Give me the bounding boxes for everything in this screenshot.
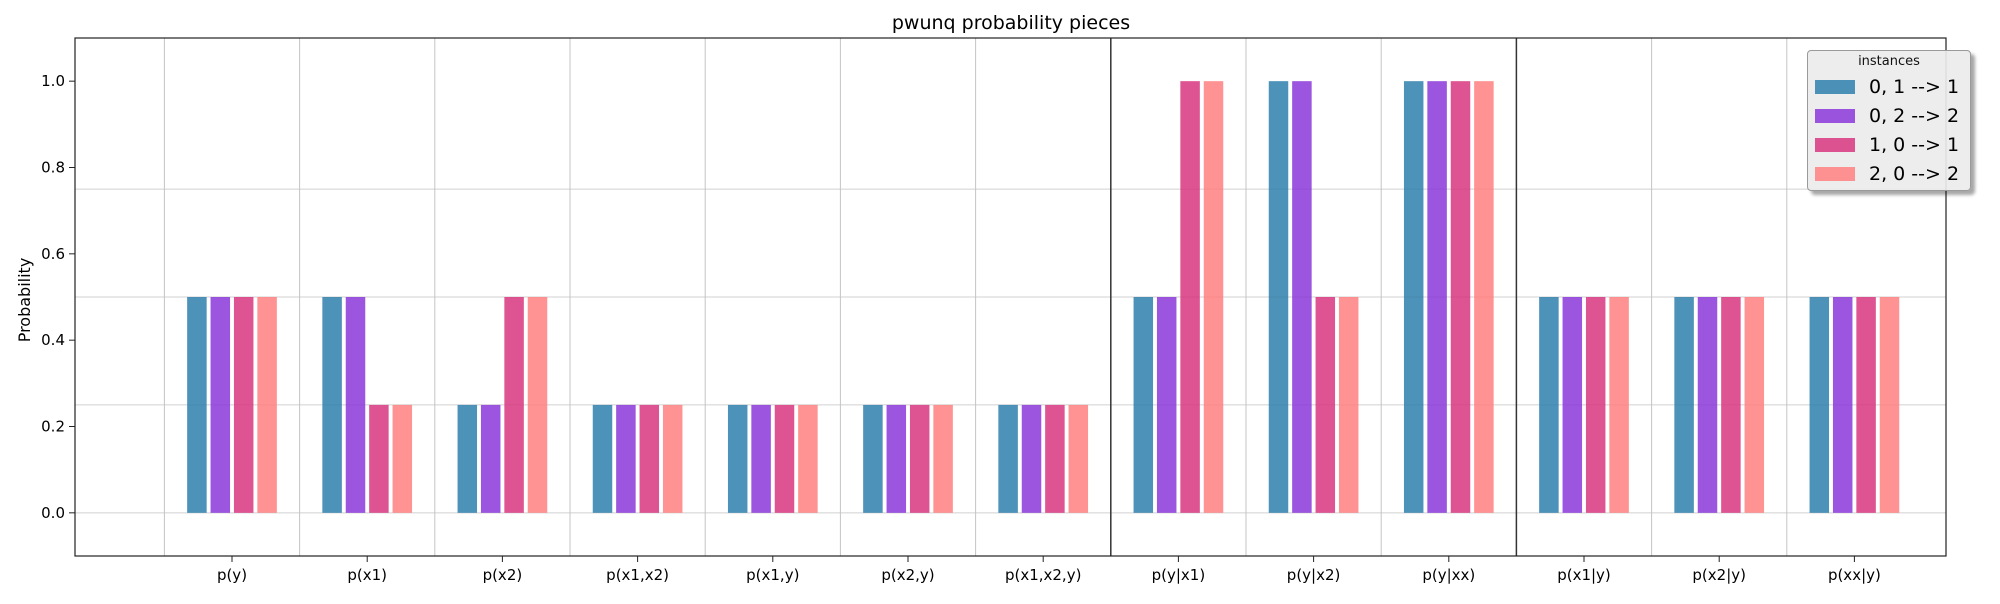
x-tick-label: p(x1|y): [1557, 566, 1611, 584]
x-tick-label: p(y|x1): [1152, 566, 1206, 584]
bar: [322, 297, 342, 513]
x-tick-label: p(y|x2): [1287, 566, 1341, 584]
bar: [1585, 297, 1606, 513]
bar: [616, 404, 636, 513]
bar: [1021, 404, 1042, 513]
bar: [457, 404, 478, 513]
chart-title: pwunq probability pieces: [892, 12, 1130, 34]
bar: [727, 404, 748, 513]
legend-swatch: [1815, 108, 1855, 123]
bar: [863, 404, 883, 513]
legend-item: 2, 0 --> 2: [1808, 159, 1970, 188]
legend-item: 0, 2 --> 2: [1808, 101, 1970, 130]
bar: [1045, 404, 1065, 513]
bar: [998, 404, 1018, 513]
bar: [1674, 297, 1694, 513]
x-tick-label: p(y|xx): [1422, 566, 1475, 584]
x-tick-label: p(x2|y): [1692, 566, 1746, 584]
bar: [933, 404, 953, 513]
bar: [1856, 297, 1876, 513]
bar: [187, 297, 207, 513]
bar: [1562, 297, 1583, 513]
legend-item: 1, 0 --> 1: [1808, 130, 1970, 159]
bar: [369, 404, 389, 513]
bar: [1068, 404, 1089, 513]
bar: [774, 404, 795, 513]
plot-frame: [74, 37, 1947, 557]
bar: [1180, 81, 1200, 513]
bar: [662, 404, 683, 513]
x-tick-label: p(xx|y): [1828, 566, 1881, 584]
bar: [210, 297, 231, 513]
y-tick-label: 0.6: [41, 245, 65, 263]
bar: [233, 297, 254, 513]
bar: [527, 297, 548, 513]
y-axis-label: Probability: [15, 258, 34, 343]
legend-swatch: [1815, 137, 1855, 152]
bar: [1539, 297, 1559, 513]
bar: [1609, 297, 1629, 513]
bar: [1809, 297, 1830, 513]
bar: [392, 404, 413, 513]
bar: [639, 404, 660, 513]
x-tick-label: p(y): [217, 566, 247, 584]
legend-label: 0, 2 --> 2: [1869, 104, 1960, 127]
bar: [1879, 297, 1900, 513]
bar: [1832, 297, 1853, 513]
bar: [1292, 81, 1312, 513]
bar: [1450, 81, 1471, 513]
bar: [504, 297, 524, 513]
bar: [1427, 81, 1447, 513]
bar: [1697, 297, 1718, 513]
bar: [257, 297, 277, 513]
legend-swatch: [1815, 79, 1855, 94]
bar: [798, 404, 818, 513]
bar: [751, 404, 771, 513]
bar: [1338, 297, 1359, 513]
bar: [909, 404, 930, 513]
legend-item: 0, 1 --> 1: [1808, 72, 1970, 101]
x-tick-label: p(x1): [347, 566, 387, 584]
bar: [345, 297, 366, 513]
y-tick-label: 0.2: [41, 418, 65, 436]
bar: [1474, 81, 1494, 513]
legend-label: 0, 1 --> 1: [1869, 75, 1960, 98]
x-tick-label: p(x2,y): [881, 566, 934, 584]
bar: [1133, 297, 1154, 513]
bar: [1268, 81, 1289, 513]
bar: [1403, 81, 1424, 513]
x-tick-label: p(x1,x2,y): [1005, 566, 1081, 584]
y-tick-label: 1.0: [41, 72, 65, 90]
legend-items: 0, 1 --> 1 0, 2 --> 2 1, 0 --> 1 2, 0 --> 2: [1808, 72, 1970, 188]
y-tick-label: 0.8: [41, 159, 65, 177]
y-tick-label: 0.0: [41, 504, 65, 522]
bar: [886, 404, 907, 513]
bar: [592, 404, 613, 513]
x-tick-label: p(x1,x2): [606, 566, 669, 584]
legend: instances 0, 1 --> 1 0, 2 --> 2 1, 0 --> 1…: [1807, 50, 1971, 191]
bar: [1203, 81, 1224, 513]
x-tick-label: p(x1,y): [746, 566, 799, 584]
bar: [1721, 297, 1741, 513]
legend-label: 2, 0 --> 2: [1869, 162, 1960, 185]
legend-swatch: [1815, 166, 1855, 181]
bar: [480, 404, 501, 513]
bar: [1156, 297, 1177, 513]
legend-label: 1, 0 --> 1: [1869, 133, 1960, 156]
y-tick-label: 0.4: [41, 331, 65, 349]
bar: [1315, 297, 1336, 513]
legend-title: instances: [1858, 54, 1920, 69]
x-tick-label: p(x2): [483, 566, 523, 584]
bar: [1744, 297, 1765, 513]
